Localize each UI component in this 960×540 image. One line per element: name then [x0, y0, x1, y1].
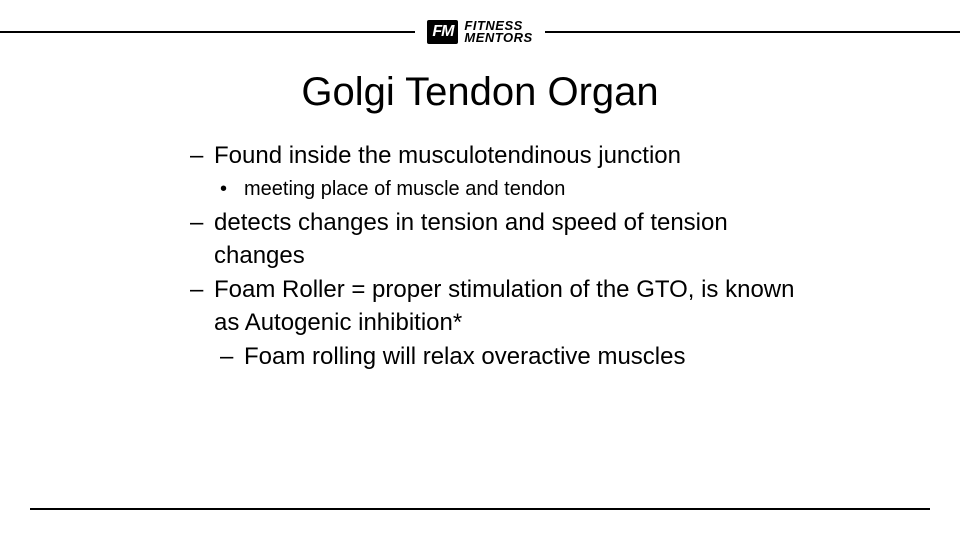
logo-text: FITNESS MENTORS — [464, 20, 532, 45]
slide-content: – Found inside the musculotendinous junc… — [190, 140, 810, 373]
bullet-level1: – Found inside the musculotendinous junc… — [190, 140, 810, 172]
logo-badge: FM — [427, 20, 458, 44]
slide-title: Golgi Tendon Organ — [0, 70, 960, 115]
dash-icon: – — [190, 274, 214, 339]
header-rule-left — [0, 31, 415, 33]
dot-icon: • — [220, 176, 244, 203]
header-rule-right — [545, 31, 960, 33]
bullet-level2: • meeting place of muscle and tendon — [220, 176, 810, 203]
bullet-text: meeting place of muscle and tendon — [244, 176, 565, 203]
header: FM FITNESS MENTORS — [0, 20, 960, 45]
dash-icon: – — [220, 341, 244, 373]
logo: FM FITNESS MENTORS — [415, 20, 544, 45]
bullet-text: Found inside the musculotendinous juncti… — [214, 140, 681, 172]
bullet-level1: – Foam Roller = proper stimulation of th… — [190, 274, 810, 339]
bullet-text: Foam rolling will relax overactive muscl… — [244, 341, 685, 373]
bullet-text: Foam Roller = proper stimulation of the … — [214, 274, 810, 339]
dash-icon: – — [190, 140, 214, 172]
bullet-text: detects changes in tension and speed of … — [214, 207, 810, 272]
footer-rule — [30, 508, 930, 510]
bullet-level1: – detects changes in tension and speed o… — [190, 207, 810, 272]
dash-icon: – — [190, 207, 214, 272]
logo-line2: MENTORS — [464, 32, 532, 44]
bullet-level3: – Foam rolling will relax overactive mus… — [220, 341, 810, 373]
